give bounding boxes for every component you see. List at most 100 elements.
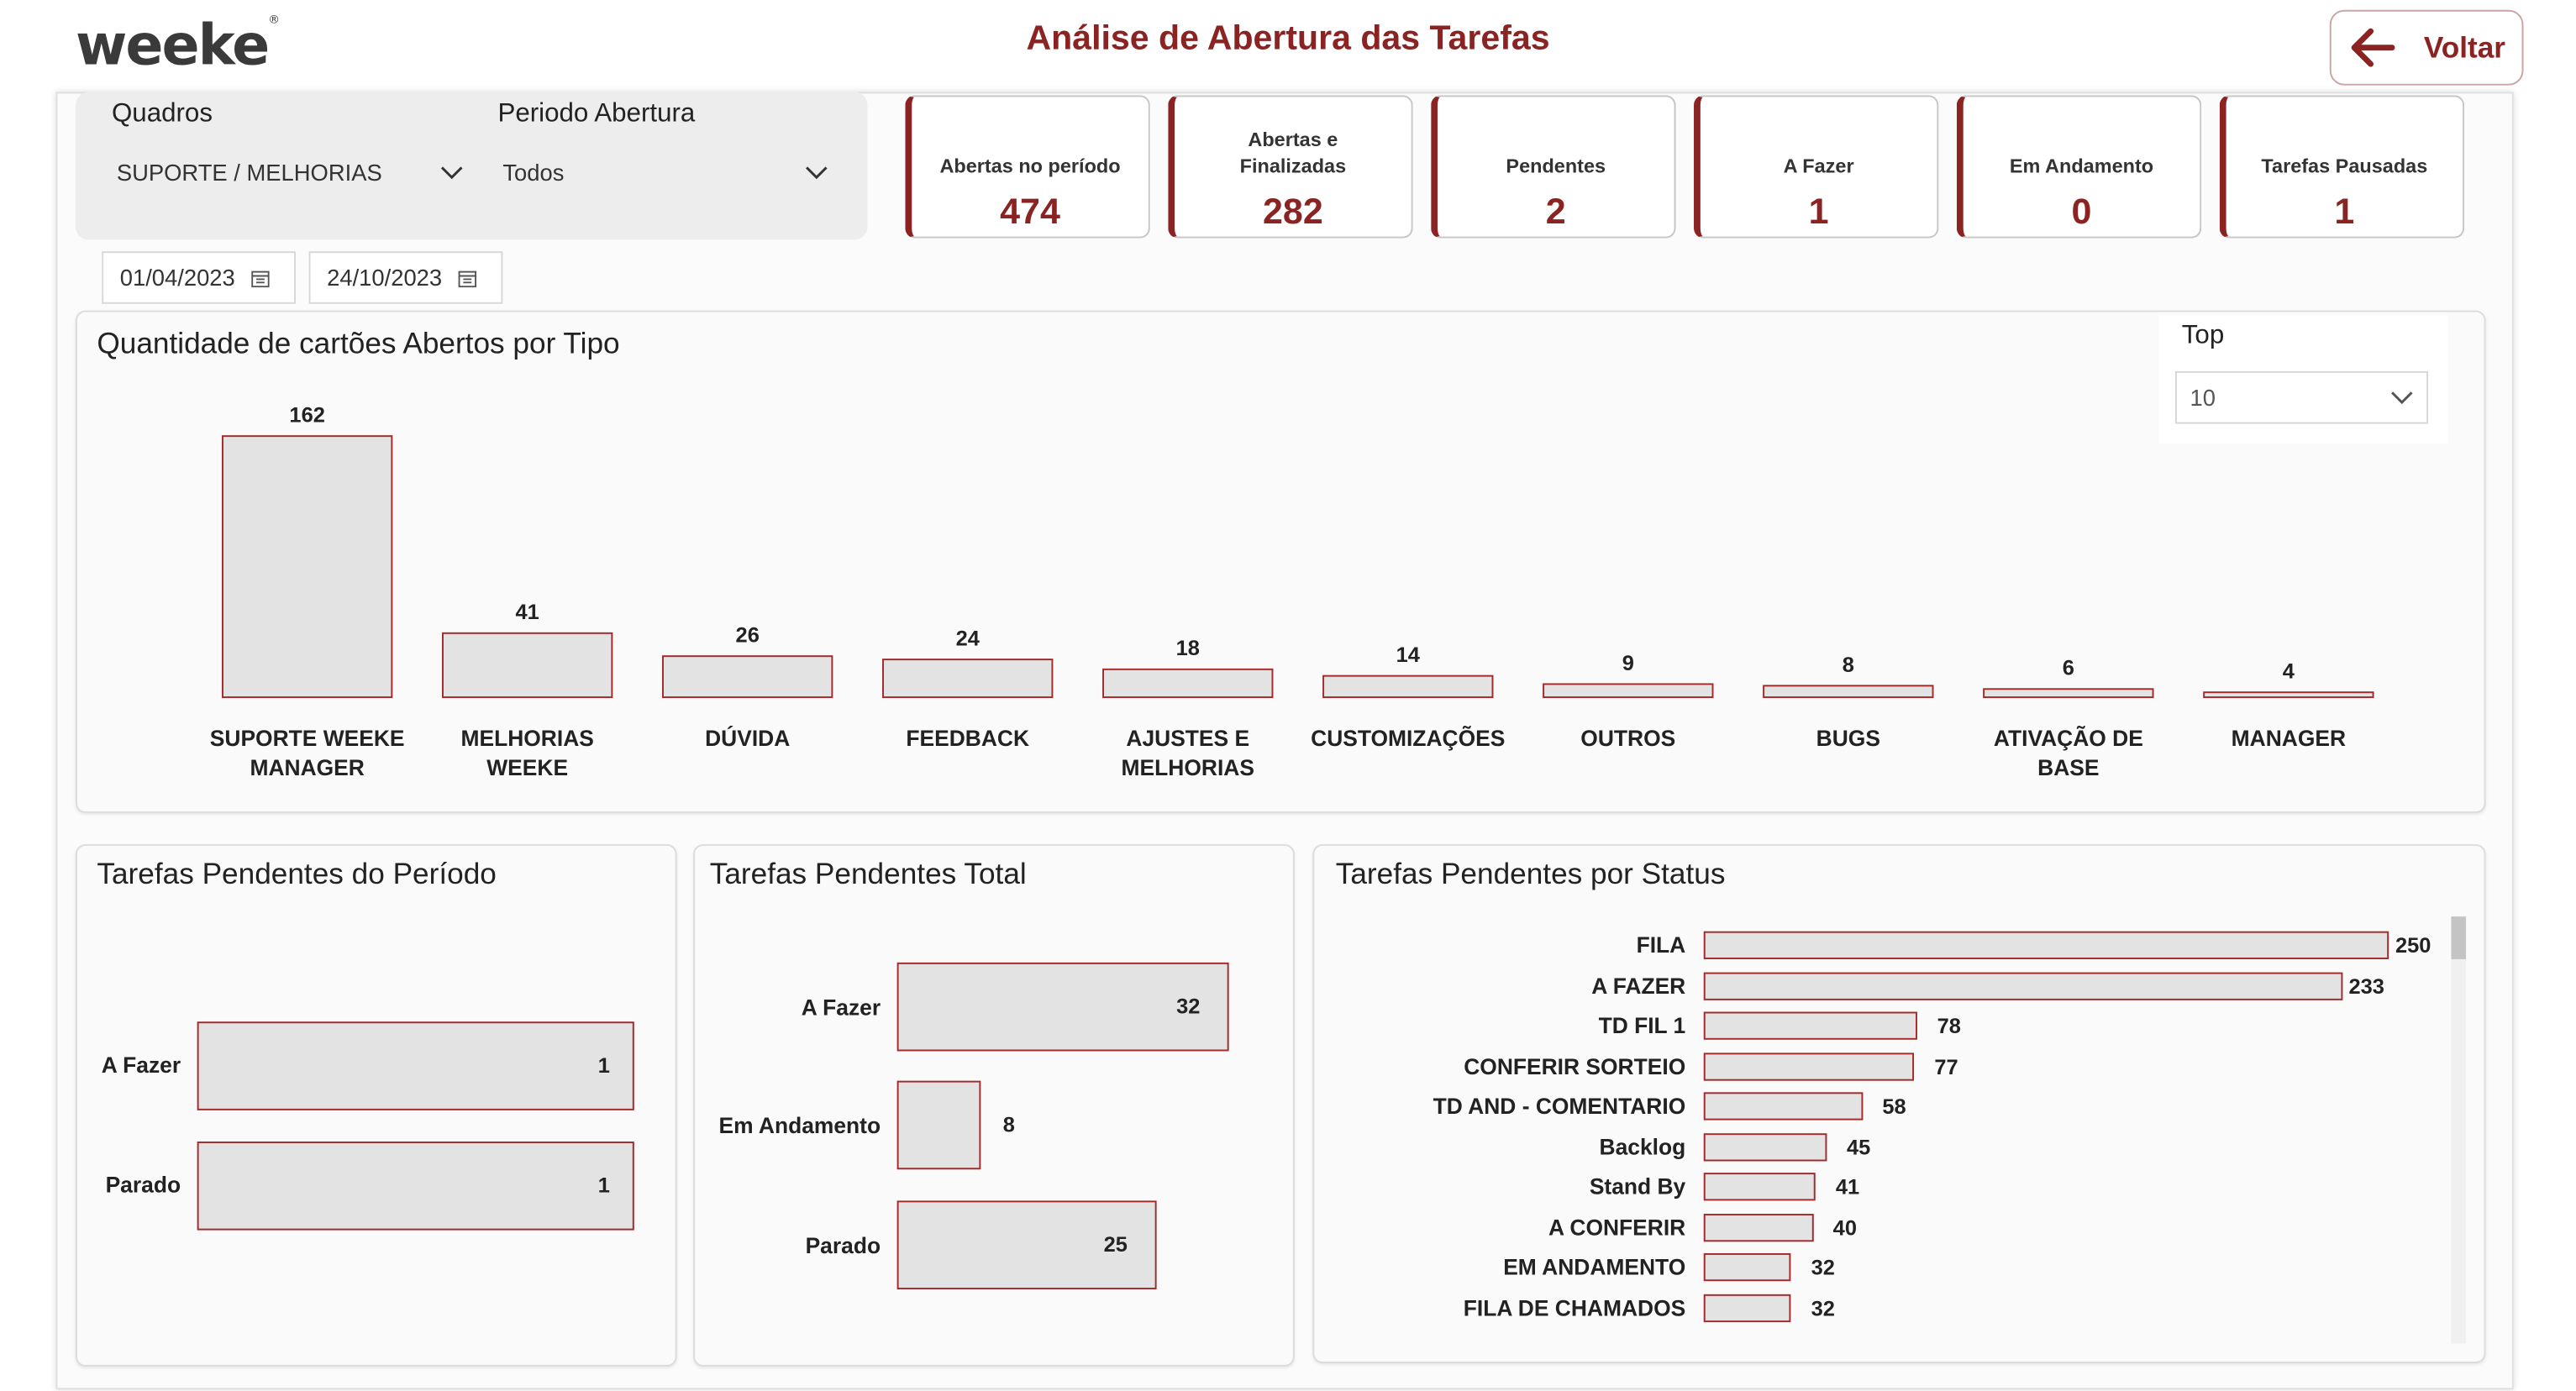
- category-label-line: ATIVAÇÃO DE: [1993, 726, 2143, 751]
- bar: [896, 1080, 980, 1170]
- kpi-value: 282: [1262, 190, 1323, 232]
- category-label: A Fazer: [801, 995, 881, 1021]
- bar: [2203, 691, 2374, 699]
- bar: [221, 435, 393, 699]
- data-label: 24: [955, 626, 980, 651]
- category-label: OUTROS: [1510, 724, 1747, 753]
- quadros-select[interactable]: SUPORTE / MELHORIAS: [117, 160, 464, 186]
- kpi-label: Abertas e Finalizadas: [1239, 128, 1347, 178]
- category-label: FILA DE CHAMADOS: [1463, 1294, 1686, 1320]
- category-label-line: SUPORTE WEEKE: [209, 726, 405, 751]
- chart-title: Tarefas Pendentes do Período: [97, 857, 497, 890]
- category-label-line: BASE: [2037, 755, 2100, 780]
- bar: [1703, 1011, 1918, 1040]
- data-label: 25: [1103, 1231, 1128, 1257]
- status-scrollbar[interactable]: [2451, 916, 2467, 1344]
- category-label: MANAGER: [2170, 724, 2407, 753]
- bar: [882, 659, 1054, 699]
- bar: [1703, 1052, 1915, 1080]
- bar: [896, 1200, 1157, 1289]
- kpi-abertas-finalizadas: Abertas e Finalizadas 282: [1168, 95, 1413, 239]
- category-label: DÚVIDA: [629, 724, 866, 753]
- bar: [1703, 1293, 1792, 1322]
- category-label-line: DÚVIDA: [705, 726, 791, 751]
- bar: [1703, 931, 2389, 959]
- bar: [1703, 1132, 1827, 1161]
- date-start-input[interactable]: 01/04/2023: [102, 251, 296, 304]
- data-label: 18: [1175, 636, 1200, 661]
- kpi-value: 1: [2334, 190, 2355, 232]
- date-end-value: 24/10/2023: [327, 264, 443, 291]
- category-label: SUPORTE WEEKE MANAGER: [189, 724, 426, 783]
- quadros-value: SUPORTE / MELHORIAS: [116, 159, 382, 186]
- top-select[interactable]: 10: [2174, 370, 2429, 424]
- category-label-line: CUSTOMIZAÇÕES: [1311, 726, 1506, 751]
- category-label-line: MELHORIAS: [460, 726, 594, 751]
- data-label: 162: [289, 402, 325, 428]
- periodo-select[interactable]: Todos: [502, 160, 828, 186]
- bar: [1763, 685, 1934, 699]
- category-label: TD FIL 1: [1598, 1013, 1686, 1038]
- chart-pendentes-status: [1312, 844, 2486, 1363]
- data-label: 58: [1882, 1094, 1906, 1119]
- kpi-label: Em Andamento: [2009, 154, 2154, 178]
- kpi-label: Pendentes: [1506, 154, 1606, 178]
- bar: [1543, 683, 1714, 699]
- category-label: FILA: [1636, 932, 1686, 958]
- kpi-abertas-periodo: Abertas no período 474: [905, 95, 1150, 239]
- data-label: 250: [2395, 932, 2431, 958]
- category-label: Em Andamento: [718, 1113, 881, 1139]
- kpi-tarefas-pausadas: Tarefas Pausadas 1: [2219, 95, 2465, 239]
- page-title: Análise de Abertura das Tarefas: [1026, 19, 1550, 58]
- data-label: 8: [1002, 1111, 1015, 1137]
- data-label: 41: [515, 598, 539, 624]
- bar: [1322, 675, 1494, 699]
- data-label: 40: [1832, 1215, 1857, 1240]
- back-button[interactable]: Voltar: [2329, 9, 2524, 86]
- category-label: A CONFERIR: [1548, 1215, 1686, 1240]
- data-label: 6: [2062, 655, 2074, 680]
- filter-panel: [75, 92, 868, 240]
- bar: [1703, 1173, 1816, 1201]
- chevron-down-icon: [2391, 391, 2413, 404]
- top-value: 10: [2190, 384, 2216, 411]
- calendar-icon: [251, 270, 270, 287]
- chart-title: Quantidade de cartões Abertos por Tipo: [97, 327, 620, 360]
- data-label: 26: [735, 622, 760, 648]
- data-label: 1: [597, 1052, 610, 1078]
- arrow-left-icon: [2351, 28, 2395, 67]
- periodo-value: Todos: [502, 159, 565, 186]
- kpi-value: 0: [2071, 190, 2092, 232]
- scrollbar-thumb[interactable]: [2451, 916, 2467, 959]
- category-label: MELHORIAS WEEKE: [409, 724, 646, 783]
- bar: [1703, 1092, 1863, 1121]
- data-label: 78: [1937, 1013, 1961, 1038]
- bar: [1703, 1252, 1792, 1282]
- bar: [662, 655, 833, 699]
- data-label: 77: [1934, 1053, 1958, 1079]
- category-label-line: AJUSTES E: [1126, 726, 1250, 751]
- category-label: A Fazer: [101, 1052, 181, 1078]
- quadros-label: Quadros: [111, 100, 213, 129]
- data-label: 32: [1176, 994, 1201, 1019]
- category-label-line: BUGS: [1816, 726, 1880, 751]
- data-label: 4: [2282, 659, 2295, 684]
- category-label: Backlog: [1599, 1134, 1686, 1159]
- data-label: 1: [597, 1173, 610, 1198]
- top-filter: Top 10: [2158, 315, 2448, 444]
- data-label: 45: [1846, 1134, 1871, 1159]
- category-label-line: MANAGER: [250, 755, 365, 780]
- date-start-value: 01/04/2023: [119, 264, 235, 291]
- category-label: CUSTOMIZAÇÕES: [1290, 724, 1527, 753]
- logo-registered-mark: ®: [268, 13, 280, 27]
- date-end-input[interactable]: 24/10/2023: [308, 251, 503, 304]
- kpi-label: A Fazer: [1783, 154, 1854, 178]
- category-label: A FAZER: [1591, 973, 1686, 998]
- category-label: EM ANDAMENTO: [1503, 1254, 1686, 1280]
- data-label: 9: [1622, 650, 1634, 675]
- category-label: Parado: [105, 1173, 181, 1198]
- category-label-line: FEEDBACK: [906, 726, 1030, 751]
- top-label: Top: [2181, 322, 2225, 350]
- chart-title: Tarefas Pendentes Total: [709, 857, 1027, 890]
- chart-title: Tarefas Pendentes por Status: [1335, 857, 1726, 890]
